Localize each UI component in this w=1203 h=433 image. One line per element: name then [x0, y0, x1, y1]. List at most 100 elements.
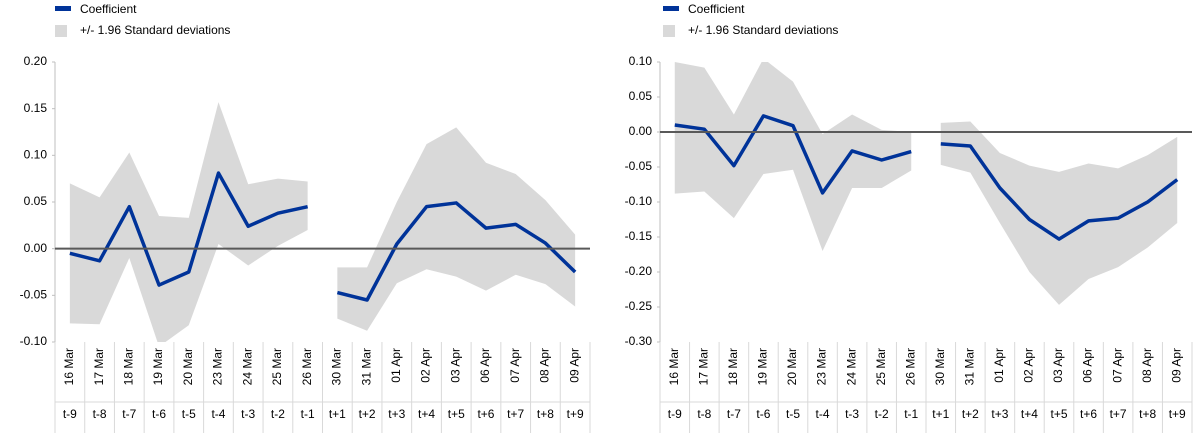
- y-tick-label: 0.05: [629, 89, 653, 103]
- period-label: t+1: [329, 407, 346, 421]
- x-tick-label: 23 Mar: [815, 348, 829, 385]
- chart: Coefficient +/- 1.96 Standard deviations -…: [20, 2, 591, 433]
- x-tick-label: 20 Mar: [181, 348, 195, 385]
- period-label: t-8: [93, 407, 107, 421]
- x-tick-label: 18 Mar: [121, 348, 135, 385]
- y-tick-label: 0.15: [24, 101, 48, 115]
- y-tick-label: -0.10: [20, 334, 48, 348]
- period-label: t-2: [875, 407, 889, 421]
- period-label: t+9: [567, 407, 584, 421]
- x-tick-label: 31 Mar: [359, 348, 373, 385]
- y-tick-label: -0.15: [625, 229, 653, 243]
- period-label: t+5: [1050, 407, 1067, 421]
- confidence-band: [940, 121, 1178, 305]
- period-label: t-5: [182, 407, 196, 421]
- x-tick-label: 26 Mar: [903, 348, 917, 385]
- x-tick-label: 24 Mar: [844, 348, 858, 385]
- x-tick-label: 08 Apr: [538, 348, 552, 383]
- coefficient-line: [940, 142, 1179, 241]
- x-tick-label: 02 Apr: [419, 348, 433, 383]
- x-tick-label: 01 Apr: [992, 348, 1006, 383]
- x-tick-label: 16 Mar: [667, 348, 681, 385]
- period-label: t+8: [1139, 407, 1156, 421]
- x-tick-label: 25 Mar: [874, 348, 888, 385]
- x-tick-label: 08 Apr: [1140, 348, 1154, 383]
- legend-label: Coefficient: [688, 2, 745, 16]
- period-label: t-1: [301, 407, 315, 421]
- period-label: t+6: [1080, 407, 1097, 421]
- y-tick-label: -0.05: [625, 159, 653, 173]
- x-tick-label: 31 Mar: [963, 348, 977, 385]
- period-label: t+3: [991, 407, 1008, 421]
- period-label: t+7: [1110, 407, 1127, 421]
- chart: Coefficient +/- 1.96 Standard deviations -…: [625, 2, 1193, 433]
- period-label: t-4: [211, 407, 225, 421]
- period-label: t-8: [697, 407, 711, 421]
- y-tick-label: 0.05: [24, 194, 48, 208]
- period-label: t-4: [816, 407, 830, 421]
- x-tick-label: 23 Mar: [211, 348, 225, 385]
- x-tick-label: 17 Mar: [92, 348, 106, 385]
- x-tick-label: 03 Apr: [448, 348, 462, 383]
- x-tick-label: 07 Apr: [508, 348, 522, 383]
- y-tick-label: -0.25: [625, 299, 653, 313]
- period-label: t-3: [241, 407, 255, 421]
- x-tick-label: 20 Mar: [785, 348, 799, 385]
- x-tick-label: 01 Apr: [389, 348, 403, 383]
- y-tick-label: -0.05: [20, 288, 48, 302]
- x-tick-label: 19 Mar: [756, 348, 770, 385]
- x-tick-label: 17 Mar: [697, 348, 711, 385]
- period-label: t+4: [418, 407, 435, 421]
- x-tick-label: 06 Apr: [478, 348, 492, 383]
- period-label: t+2: [359, 407, 376, 421]
- y-tick-label: 0.10: [24, 148, 48, 162]
- legend-swatch: [55, 6, 71, 11]
- legend-swatch: [663, 25, 675, 37]
- legend-label: +/- 1.96 Standard deviations: [688, 23, 838, 37]
- x-tick-label: 07 Apr: [1110, 348, 1124, 383]
- period-label: t-6: [756, 407, 770, 421]
- coefficient-line: [336, 201, 577, 302]
- period-label: t+7: [507, 407, 524, 421]
- period-label: t+1: [932, 407, 949, 421]
- x-tick-label: 02 Apr: [1022, 348, 1036, 383]
- x-tick-label: 25 Mar: [270, 348, 284, 385]
- legend-label: +/- 1.96 Standard deviations: [80, 23, 230, 37]
- coefficient-line: [674, 114, 912, 195]
- x-tick-label: 03 Apr: [1051, 348, 1065, 383]
- y-tick-label: -0.10: [625, 194, 653, 208]
- x-tick-label: 30 Mar: [330, 348, 344, 385]
- x-tick-label: 09 Apr: [567, 348, 581, 383]
- period-label: t-9: [668, 407, 682, 421]
- period-label: t-7: [122, 407, 136, 421]
- x-tick-label: 19 Mar: [151, 348, 165, 385]
- y-tick-label: 0.00: [24, 241, 48, 255]
- period-label: t+5: [448, 407, 465, 421]
- period-label: t-2: [271, 407, 285, 421]
- legend-swatch: [663, 6, 679, 11]
- y-tick-label: 0.20: [24, 54, 48, 68]
- period-label: t-5: [786, 407, 800, 421]
- x-tick-label: 16 Mar: [62, 348, 76, 385]
- confidence-band: [674, 62, 912, 251]
- y-tick-label: -0.20: [625, 264, 653, 278]
- x-tick-label: 30 Mar: [933, 348, 947, 385]
- period-label: t+9: [1169, 407, 1186, 421]
- plot-area: [69, 102, 577, 342]
- period-label: t-6: [152, 407, 166, 421]
- period-label: t-7: [727, 407, 741, 421]
- confidence-band: [337, 127, 576, 331]
- x-tick-label: 24 Mar: [240, 348, 254, 385]
- x-tick-label: 18 Mar: [726, 348, 740, 385]
- plot-area: [674, 62, 1179, 305]
- period-label: t+8: [537, 407, 554, 421]
- period-label: t-9: [63, 407, 77, 421]
- period-label: t-1: [904, 407, 918, 421]
- confidence-band: [69, 102, 308, 342]
- x-tick-label: 06 Apr: [1081, 348, 1095, 383]
- period-label: t+6: [477, 407, 494, 421]
- x-tick-label: 26 Mar: [300, 348, 314, 385]
- y-tick-label: -0.30: [625, 334, 653, 348]
- period-label: t+4: [1021, 407, 1038, 421]
